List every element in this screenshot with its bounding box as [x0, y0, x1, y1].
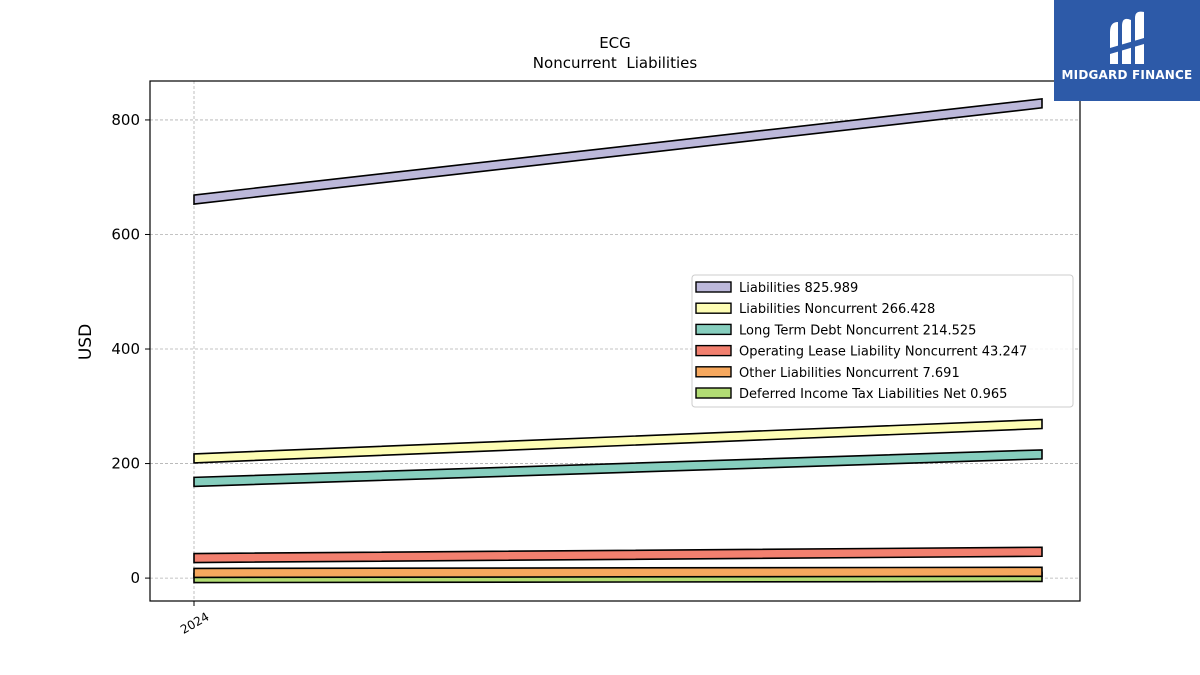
legend-frame — [691, 274, 1074, 408]
legend-swatch-3 — [695, 344, 732, 357]
legend: Liabilities 825.989 Liabilities Noncurren… — [691, 274, 1074, 408]
series-band-4 — [193, 566, 1043, 579]
legend-label-5: Deferred Income Tax Liabilities Net 0.96… — [739, 387, 1007, 402]
legend-swatch-0 — [695, 281, 732, 293]
legend-label-4: Other Liabilities Noncurrent 7.691 — [739, 366, 960, 381]
chart-subtitle: Noncurrent Liabilities — [533, 54, 698, 72]
series-band-0 — [193, 97, 1043, 205]
legend-label-3: Operating Lease Liability Noncurrent 43.… — [739, 345, 1027, 360]
legend-swatch-2 — [695, 323, 732, 336]
y-axis-label: USD — [76, 324, 96, 360]
y-tick-label-0: 0 — [130, 569, 140, 587]
plot-frame — [149, 80, 1081, 602]
chart-title: ECG — [599, 34, 631, 52]
brand-mark-icon — [1110, 11, 1144, 65]
series-band-2 — [193, 449, 1043, 488]
y-ticks: 0 200 400 600 800 — [111, 111, 150, 587]
brand-name: MIDGARD FINANCE — [1061, 68, 1193, 82]
legend-label-0: Liabilities 825.989 — [739, 281, 858, 296]
legend-label-2: Long Term Debt Noncurrent 214.525 — [739, 323, 976, 338]
x-ticks: 2024 — [178, 601, 212, 637]
x-tick-label-0: 2024 — [178, 609, 211, 636]
series-band-1 — [193, 418, 1043, 464]
y-tick-label-4: 800 — [111, 111, 140, 129]
legend-swatch-5 — [695, 387, 732, 399]
legend-label-1: Liabilities Noncurrent 266.428 — [739, 302, 935, 317]
legend-swatch-1 — [695, 302, 732, 314]
y-tick-label-3: 600 — [111, 225, 140, 243]
series-group — [193, 97, 1043, 584]
y-tick-label-2: 400 — [111, 340, 140, 358]
y-tick-label-1: 200 — [111, 455, 140, 473]
brand-logo: MIDGARD FINANCE — [1054, 0, 1200, 101]
legend-swatch-4 — [695, 366, 732, 378]
series-band-3 — [193, 546, 1043, 564]
